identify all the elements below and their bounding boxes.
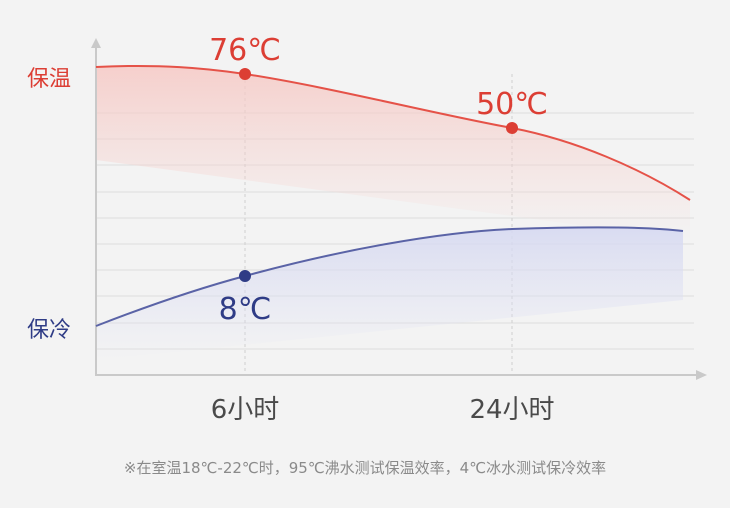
data-label-cool: 8℃ [219, 292, 272, 327]
x-tick-labels: 6小时 24小时 [211, 395, 555, 425]
data-label-warm: 50℃ [476, 87, 548, 122]
series-line-cool [95, 226, 684, 327]
points: 76℃ 50℃ 8℃ [209, 33, 548, 327]
data-point-cool [239, 270, 251, 282]
y-axis-arrow [91, 38, 101, 48]
footnote: ※在室温18℃-22℃时，95℃沸水测试保温效率，4℃冰水测试保冷效率 [123, 459, 607, 477]
data-point-warm [239, 68, 251, 80]
series-line-warm [95, 64, 691, 201]
warm-area [96, 65, 690, 240]
series-name-warm: 保温 [27, 67, 71, 92]
x-axis-arrow [696, 370, 707, 380]
data-label-warm: 76℃ [209, 33, 281, 68]
axes [91, 38, 707, 380]
x-tick-label: 6小时 [211, 395, 280, 425]
x-tick-label: 24小时 [469, 395, 554, 425]
cool-area [96, 227, 683, 360]
data-point-warm [506, 122, 518, 134]
series-name-cool: 保冷 [27, 318, 71, 343]
